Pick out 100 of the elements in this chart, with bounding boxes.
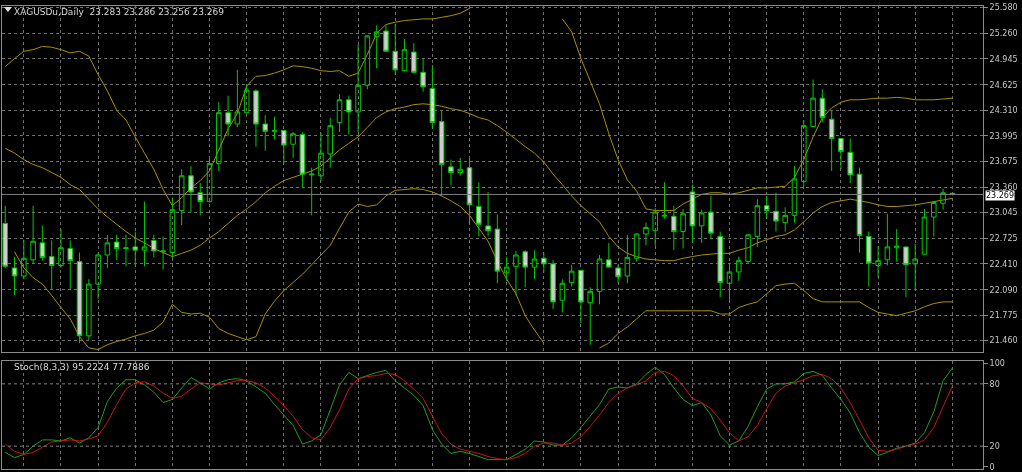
- candlestick: [856, 167, 863, 254]
- y-tick-label: 22.725: [989, 234, 1018, 244]
- candlestick: [791, 165, 798, 224]
- candlestick: [58, 228, 64, 269]
- candlestick: [281, 130, 287, 165]
- candlestick: [884, 213, 891, 266]
- candlestick: [838, 138, 844, 170]
- candlestick: [689, 184, 696, 244]
- candlestick: [411, 42, 417, 74]
- candlestick: [206, 155, 213, 203]
- candlestick: [782, 206, 788, 233]
- candlestick: [11, 256, 18, 296]
- y-tick-label: 23.995: [989, 131, 1018, 141]
- candlestick: [717, 231, 723, 298]
- candlestick: [726, 262, 733, 303]
- candlestick: [866, 231, 872, 288]
- y-tick-label: 22.090: [989, 285, 1018, 295]
- candlestick: [234, 69, 241, 128]
- candlestick: [373, 24, 380, 69]
- candlestick: [123, 234, 129, 267]
- candlestick: [225, 95, 231, 137]
- y-tick-label: 0: [989, 462, 995, 472]
- candlestick: [448, 159, 454, 186]
- candlestick: [30, 205, 36, 264]
- candlestick: [513, 250, 519, 296]
- candlestick: [801, 119, 807, 187]
- candlestick: [429, 64, 436, 130]
- candlestick: [633, 232, 640, 262]
- y-tick-label: 80: [989, 379, 1000, 389]
- candlestick: [847, 138, 853, 184]
- y-tick-label: 25.580: [989, 3, 1018, 13]
- candlestick: [485, 191, 491, 237]
- candlestick: [810, 79, 816, 128]
- candlestick: [151, 234, 157, 258]
- candlestick: [522, 249, 529, 288]
- candlestick: [503, 256, 510, 282]
- candlestick: [643, 222, 649, 246]
- y-tick-label: 100: [989, 358, 1005, 368]
- candlestick: [819, 88, 826, 123]
- candlestick: [494, 214, 501, 284]
- y-tick-label: 23.675: [989, 157, 1018, 167]
- candlestick: [318, 132, 324, 182]
- candlestick: [216, 101, 222, 172]
- candlestick: [624, 234, 631, 284]
- candlestick: [457, 157, 464, 177]
- candlestick: [438, 109, 445, 197]
- y-tick-label: 23.360: [989, 182, 1018, 192]
- y-tick-label: 24.945: [989, 54, 1018, 64]
- candlestick: [940, 188, 946, 211]
- y-tick-label: 24.310: [989, 106, 1018, 116]
- candlestick: [76, 252, 83, 344]
- candlestick: [587, 286, 593, 346]
- candlestick: [754, 198, 761, 248]
- candlestick: [745, 233, 751, 264]
- candlestick: [141, 201, 148, 267]
- candlestick: [671, 205, 677, 251]
- candlestick: [912, 243, 918, 290]
- candlestick: [169, 197, 176, 259]
- candlestick: [336, 93, 343, 133]
- candlestick: [113, 234, 120, 261]
- candlestick: [160, 235, 166, 271]
- candlestick: [383, 24, 389, 53]
- candlestick: [253, 88, 259, 148]
- candlestick: [773, 192, 779, 233]
- candlestick: [21, 239, 27, 280]
- y-tick-label: 21.460: [989, 336, 1018, 346]
- line-series: [4, 103, 953, 262]
- candlestick: [652, 207, 658, 247]
- y-tick-label: 21.775: [989, 311, 1018, 321]
- y-tick-label: 24.625: [989, 80, 1018, 90]
- candlestick: [680, 208, 686, 250]
- candlestick: [2, 205, 9, 269]
- candlestick: [828, 110, 835, 172]
- candlestick: [48, 239, 55, 290]
- candlestick: [875, 245, 881, 279]
- chart-title: Stoch(8,3,3) 95.2224 77.7886: [14, 362, 150, 373]
- candlestick: [262, 114, 269, 152]
- candlestick: [476, 181, 482, 237]
- candlestick: [327, 117, 334, 169]
- candlestick: [392, 23, 399, 76]
- candlestick: [661, 181, 668, 220]
- candlestick: [903, 246, 909, 298]
- candlestick: [568, 264, 575, 288]
- candlestick: [763, 195, 770, 220]
- candlestick: [541, 252, 547, 274]
- candlestick: [355, 44, 361, 133]
- candlestick: [67, 239, 74, 290]
- candlestick: [290, 131, 296, 159]
- candlestick: [606, 242, 612, 269]
- candlestick: [401, 38, 408, 72]
- candlestick: [736, 256, 742, 282]
- candlestick: [346, 95, 352, 136]
- candlestick: [708, 195, 714, 240]
- y-tick-label: 23.045: [989, 208, 1018, 218]
- candlestick: [104, 234, 111, 269]
- candlestick: [39, 225, 46, 262]
- candlestick: [615, 264, 621, 283]
- candlestick: [299, 131, 306, 189]
- candlestick: [466, 157, 473, 224]
- candlestick: [578, 269, 584, 324]
